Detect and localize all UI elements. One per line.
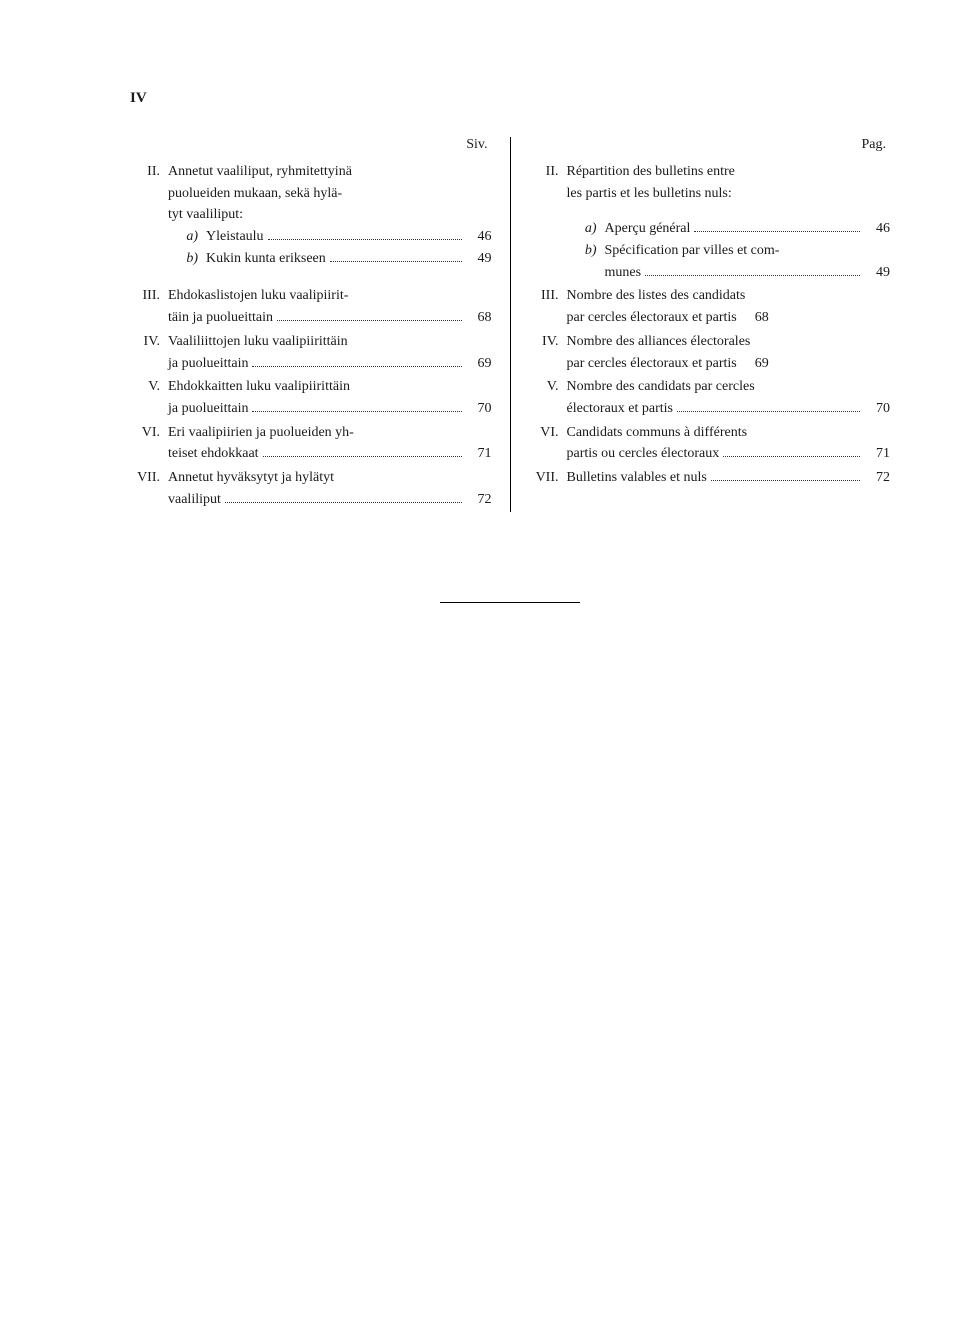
leader-dots xyxy=(711,480,860,481)
toc-entry: VII. Bulletins valables et nuls 72 xyxy=(529,467,891,489)
left-column: Siv. II. Annetut vaaliliput, ryhmitettyi… xyxy=(130,137,510,512)
leader-dots xyxy=(252,366,461,367)
page-ref: 72 xyxy=(466,489,492,511)
leader-dots xyxy=(677,411,860,412)
toc-entry: III. Nombre des listes des candidats par… xyxy=(529,285,891,328)
sub-label: b) xyxy=(583,240,605,262)
page-ref: 70 xyxy=(864,398,890,420)
page-ref: 69 xyxy=(743,353,769,375)
leader-dots xyxy=(645,275,860,276)
roman-numeral: III. xyxy=(130,285,168,307)
roman-numeral: II. xyxy=(529,161,567,183)
toc-columns: Siv. II. Annetut vaaliliput, ryhmitettyi… xyxy=(130,137,890,512)
page-ref: 70 xyxy=(466,398,492,420)
roman-numeral: VII. xyxy=(130,467,168,489)
sub-label: a) xyxy=(184,226,206,248)
leader-dots xyxy=(263,456,462,457)
toc-entry: V. Ehdokkaitten luku vaalipiirittäin ja … xyxy=(130,376,492,419)
page-ref: 46 xyxy=(864,218,890,240)
toc-entry: VI. Eri vaalipiirien ja puolueiden yh- t… xyxy=(130,422,492,465)
toc-entry: VII. Annetut hyväksytyt ja hylätyt vaali… xyxy=(130,467,492,510)
leader-dots xyxy=(330,261,462,262)
roman-numeral: III. xyxy=(529,285,567,307)
roman-numeral: VII. xyxy=(529,467,567,489)
roman-numeral: V. xyxy=(529,376,567,398)
page-ref: 49 xyxy=(466,248,492,270)
left-header: Siv. xyxy=(130,137,492,153)
roman-numeral: V. xyxy=(130,376,168,398)
leader-dots xyxy=(277,320,462,321)
roman-numeral: VI. xyxy=(130,422,168,444)
entry-text: Annetut vaaliliput, ryhmitettyinä puolue… xyxy=(168,161,492,269)
leader-dots xyxy=(225,502,462,503)
toc-entry: V. Nombre des candidats par cercles élec… xyxy=(529,376,891,419)
page-content: IV Siv. II. Annetut vaaliliput, ryhmitet… xyxy=(0,0,960,663)
right-header: Pag. xyxy=(529,137,891,153)
toc-entry: VI. Candidats communs à différents parti… xyxy=(529,422,891,465)
page-ref: 72 xyxy=(864,467,890,489)
page-ref: 69 xyxy=(466,353,492,375)
toc-entry: IV. Vaaliliittojen luku vaalipiirittäin … xyxy=(130,331,492,374)
sub-label: b) xyxy=(184,248,206,270)
page-ref: 49 xyxy=(864,262,890,284)
leader-dots xyxy=(252,411,461,412)
sub-label: a) xyxy=(583,218,605,240)
toc-entry: III. Ehdokaslistojen luku vaalipiirit- t… xyxy=(130,285,492,328)
leader-dots xyxy=(694,231,860,232)
roman-numeral: IV. xyxy=(529,331,567,353)
right-column: Pag. II. Répartition des bulletins entre… xyxy=(510,137,891,512)
page-ref: 46 xyxy=(466,226,492,248)
toc-entry: IV. Nombre des alliances électorales par… xyxy=(529,331,891,374)
page-ref: 71 xyxy=(864,443,890,465)
leader-dots xyxy=(268,239,462,240)
page-ref: 68 xyxy=(743,307,769,329)
roman-numeral: II. xyxy=(130,161,168,183)
leader-dots xyxy=(723,456,860,457)
toc-entry: II. Annetut vaaliliput, ryhmitettyinä pu… xyxy=(130,161,492,269)
page-ref: 71 xyxy=(466,443,492,465)
section-separator xyxy=(440,602,580,603)
roman-numeral: IV. xyxy=(130,331,168,353)
toc-entry: II. Répartition des bulletins entre les … xyxy=(529,161,891,283)
page-ref: 68 xyxy=(466,307,492,329)
roman-numeral: VI. xyxy=(529,422,567,444)
page-number: IV xyxy=(130,90,890,107)
